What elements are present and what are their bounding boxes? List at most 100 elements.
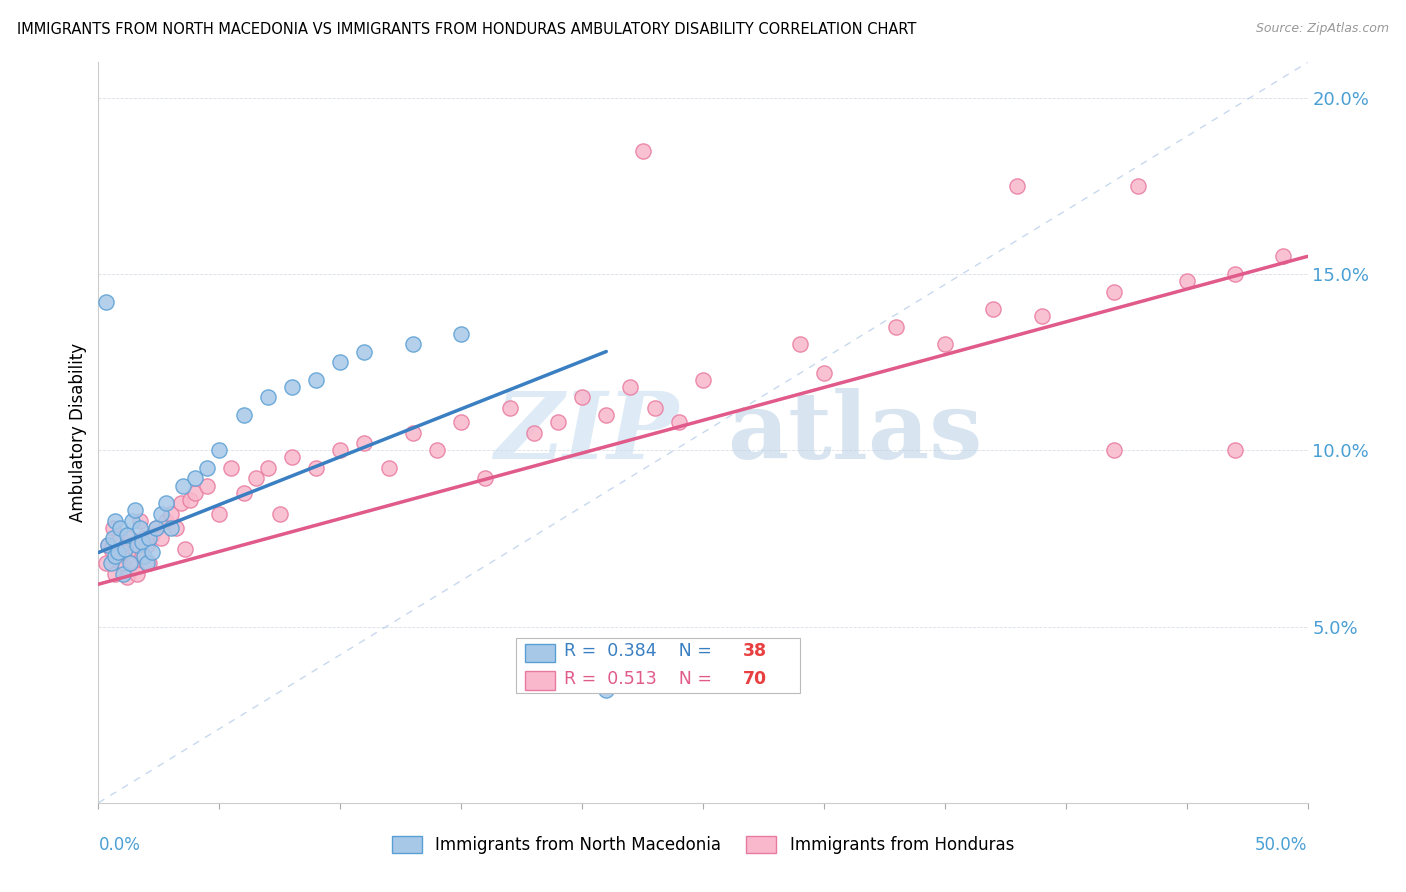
Text: atlas: atlas (727, 388, 983, 477)
Point (353, 344, 375, 359)
Point (114, 541, 136, 556)
Point (402, 425, 425, 440)
Point (174, 541, 197, 556)
Point (329, 355, 352, 369)
Point (138, 532, 160, 546)
Point (114, 545, 136, 559)
Point (305, 373, 328, 387)
Point (981, 302, 1004, 317)
Point (141, 545, 163, 559)
Text: IMMIGRANTS FROM NORTH MACEDONIA VS IMMIGRANTS FROM HONDURAS AMBULATORY DISABILIT: IMMIGRANTS FROM NORTH MACEDONIA VS IMMIG… (17, 22, 917, 37)
Point (1102, 285, 1125, 299)
Point (131, 535, 153, 549)
Point (169, 496, 191, 510)
Point (134, 549, 156, 563)
Point (195, 478, 218, 492)
Text: Source: ZipAtlas.com: Source: ZipAtlas.com (1256, 22, 1389, 36)
Point (631, 144, 654, 158)
Point (138, 556, 160, 570)
Point (668, 415, 690, 429)
Point (127, 538, 149, 552)
Point (450, 415, 472, 429)
Point (135, 556, 157, 570)
Point (124, 541, 146, 556)
Point (179, 492, 201, 507)
Point (97, 538, 120, 552)
Point (145, 521, 167, 535)
Point (117, 528, 139, 542)
Point (269, 507, 291, 521)
Point (111, 566, 134, 581)
Point (150, 507, 173, 521)
Text: 0.0%: 0.0% (98, 836, 141, 855)
Point (281, 450, 304, 465)
Point (118, 556, 141, 570)
Point (329, 443, 352, 458)
Text: 38: 38 (742, 642, 768, 660)
Point (1223, 443, 1246, 458)
Point (813, 366, 835, 380)
Legend: Immigrants from North Macedonia, Immigrants from Honduras: Immigrants from North Macedonia, Immigra… (385, 830, 1021, 861)
Text: R =  0.513    N =: R = 0.513 N = (564, 670, 723, 688)
Point (377, 461, 399, 475)
Point (100, 541, 122, 556)
Point (692, 373, 714, 387)
Point (124, 503, 146, 517)
Point (450, 326, 472, 341)
Text: 70: 70 (742, 670, 768, 688)
Point (160, 521, 183, 535)
Text: 50.0%: 50.0% (1256, 836, 1308, 855)
Point (740, 655, 762, 669)
Point (145, 521, 167, 535)
Point (245, 471, 267, 485)
Point (232, 408, 254, 422)
Point (571, 390, 593, 404)
Point (101, 532, 124, 546)
Point (131, 549, 153, 563)
Point (172, 478, 194, 492)
Point (547, 415, 569, 429)
Point (135, 538, 157, 552)
Point (107, 545, 129, 559)
Point (97, 538, 120, 552)
Point (111, 556, 134, 570)
Point (127, 566, 149, 581)
Point (281, 380, 304, 394)
Point (121, 514, 143, 528)
Text: R =  0.384    N =: R = 0.384 N = (564, 642, 723, 660)
Point (195, 461, 218, 475)
Point (94, 556, 117, 570)
Point (108, 532, 131, 546)
Point (595, 683, 617, 698)
Y-axis label: Ambulatory Disability: Ambulatory Disability (69, 343, 87, 522)
Point (94, 295, 117, 310)
Point (121, 556, 143, 570)
Point (104, 514, 127, 528)
Point (1102, 443, 1125, 458)
Point (128, 514, 150, 528)
Point (886, 319, 908, 334)
Point (160, 507, 183, 521)
Point (165, 521, 187, 535)
Point (141, 528, 163, 542)
Text: ZIP: ZIP (495, 388, 679, 477)
Point (353, 436, 375, 450)
Point (523, 425, 546, 440)
Point (155, 514, 177, 528)
Point (134, 532, 156, 546)
Point (208, 507, 231, 521)
Point (256, 390, 278, 404)
Point (1128, 178, 1150, 193)
Point (595, 408, 617, 422)
FancyBboxPatch shape (526, 672, 555, 690)
Point (1272, 249, 1295, 263)
Point (117, 570, 139, 584)
Point (118, 532, 141, 546)
Point (100, 556, 122, 570)
Point (305, 461, 328, 475)
Point (128, 521, 150, 535)
Point (107, 549, 129, 563)
Point (221, 461, 243, 475)
Point (184, 485, 207, 500)
Point (256, 461, 278, 475)
